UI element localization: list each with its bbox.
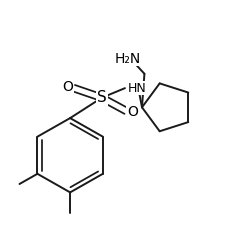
Text: O: O [127, 105, 138, 119]
Text: S: S [97, 90, 107, 105]
Text: HN: HN [127, 82, 146, 95]
Text: H₂N: H₂N [114, 52, 140, 66]
Text: O: O [62, 80, 73, 94]
